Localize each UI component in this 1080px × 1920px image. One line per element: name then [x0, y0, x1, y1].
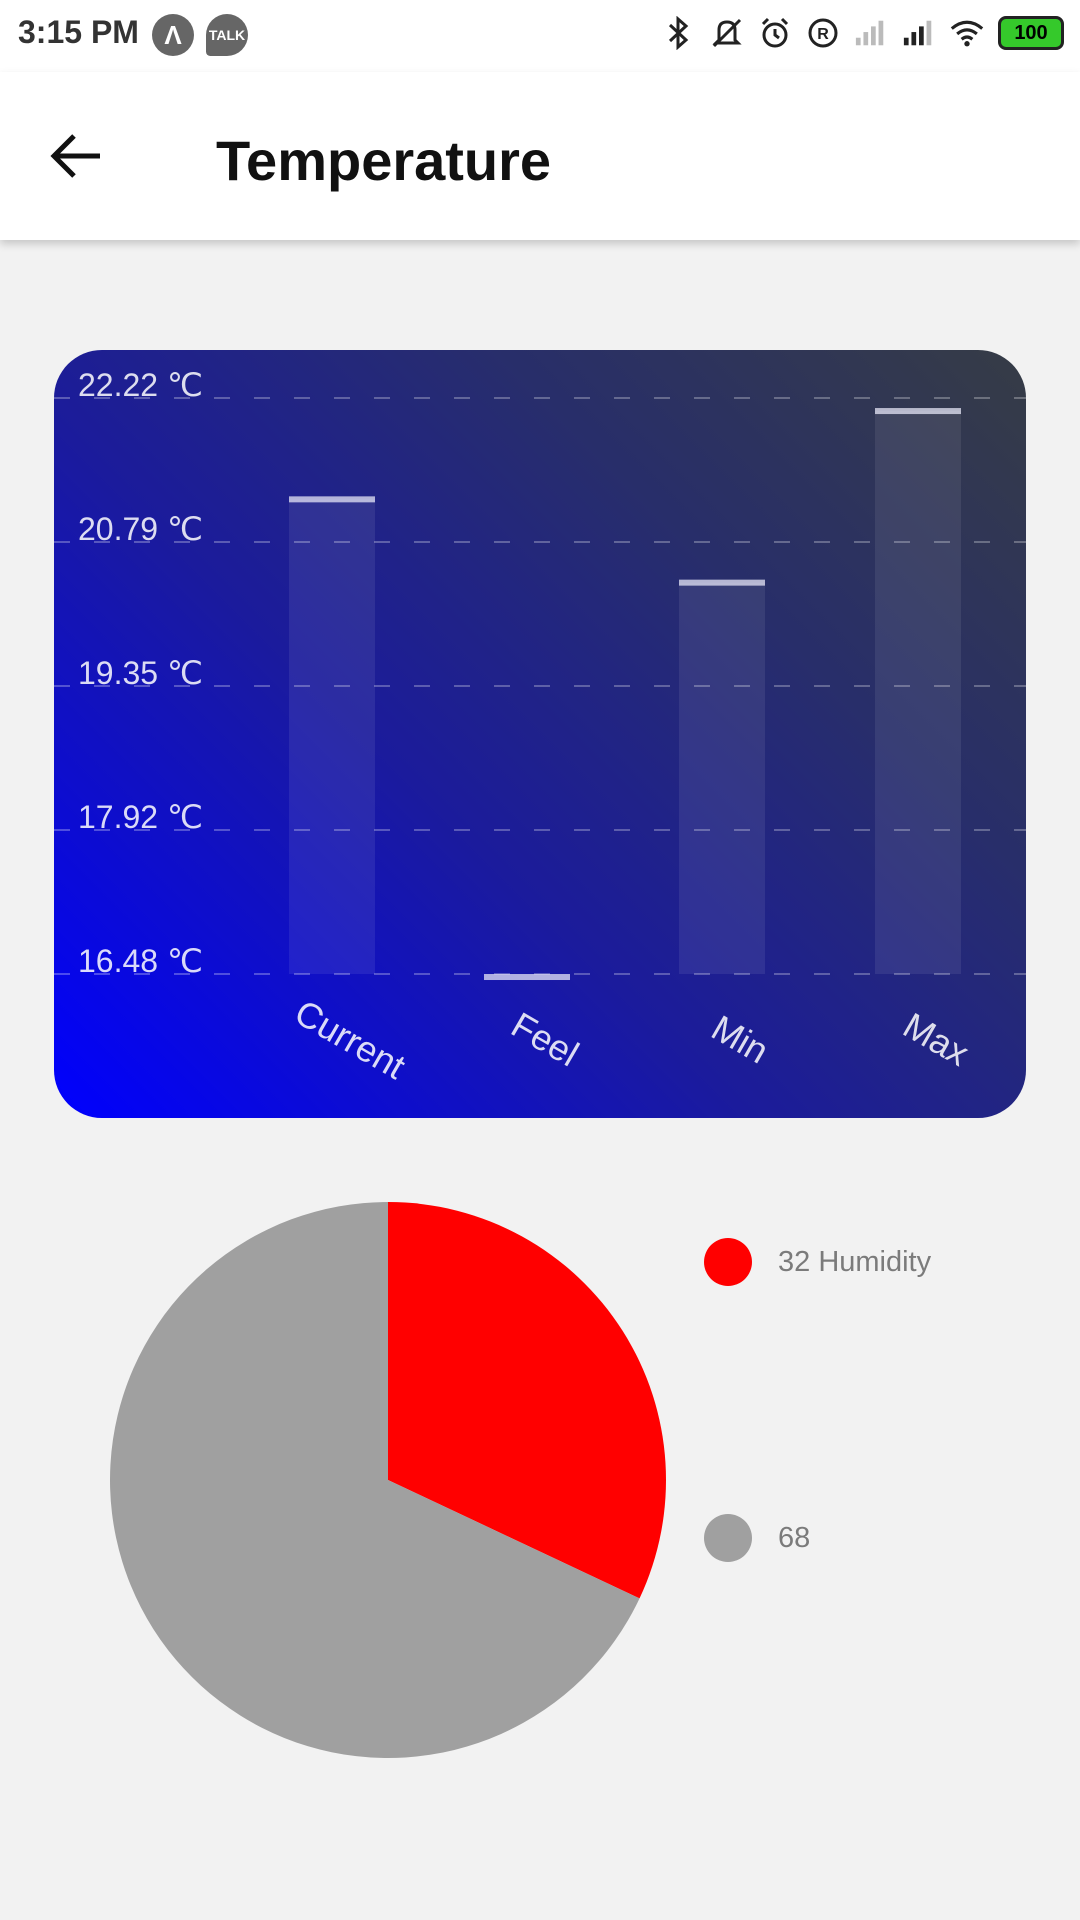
signal-empty-icon: [854, 16, 888, 50]
wifi-icon: [950, 16, 984, 50]
x-tick-label: Min: [705, 1007, 776, 1072]
pie-slice: [109, 1202, 640, 1758]
bluetooth-icon: [662, 16, 696, 50]
legend-item-remainder: 68: [704, 1514, 810, 1562]
status-icons: R 100: [662, 16, 1064, 50]
mute-icon: [710, 16, 744, 50]
pie-chart-svg: [109, 1202, 666, 1758]
temperature-bar-chart: 22.22 ℃ 20.79 ℃ 19.35 ℃ 17.92 ℃ 16.48 ℃ Curre…: [54, 350, 1026, 1118]
bar: [289, 499, 375, 974]
legend-dot: [704, 1238, 752, 1286]
y-tick-label: 16.48 ℃: [78, 943, 203, 979]
bar-top: [875, 408, 961, 415]
x-tick-label: Feel: [505, 1004, 586, 1075]
svg-text:R: R: [817, 26, 829, 43]
arrow-back-icon: [50, 134, 100, 178]
talk-icon: TALK: [206, 14, 248, 56]
status-left-icons: Λ TALK: [152, 14, 248, 56]
status-bar: 3:15 PM Λ TALK R 100: [0, 0, 1080, 72]
alarm-icon: [758, 16, 792, 50]
bar-top: [484, 974, 570, 981]
legend-item-humidity: 32 Humidity: [704, 1238, 931, 1286]
status-time: 3:15 PM: [18, 14, 139, 50]
bar-top: [679, 579, 765, 586]
y-tick-label: 22.22 ℃: [78, 367, 203, 403]
y-tick-label: 19.35 ℃: [78, 655, 203, 691]
legend-label: 32 Humidity: [778, 1245, 932, 1278]
pie-slice: [388, 1202, 666, 1599]
y-tick-label: 20.79 ℃: [78, 511, 203, 547]
app-icon: Λ: [152, 14, 194, 56]
bar: [875, 411, 961, 974]
bar-chart-svg: 22.22 ℃ 20.79 ℃ 19.35 ℃ 17.92 ℃ 16.48 ℃ Curre…: [54, 367, 1026, 1087]
bar: [679, 582, 765, 974]
app-bar: Temperature: [0, 72, 1080, 240]
humidity-pie-chart: [109, 1202, 666, 1758]
x-tick-label: Current: [288, 991, 412, 1087]
back-button[interactable]: [42, 124, 112, 188]
legend-label: 68: [778, 1521, 811, 1554]
legend-dot: [704, 1514, 752, 1562]
signal-icon: [902, 16, 936, 50]
y-tick-label: 17.92 ℃: [78, 799, 203, 835]
bar-top: [289, 496, 375, 503]
registered-icon: R: [806, 16, 840, 50]
battery-icon: 100: [998, 16, 1064, 50]
page-title: Temperature: [216, 129, 552, 192]
x-tick-label: Max: [897, 1004, 976, 1074]
